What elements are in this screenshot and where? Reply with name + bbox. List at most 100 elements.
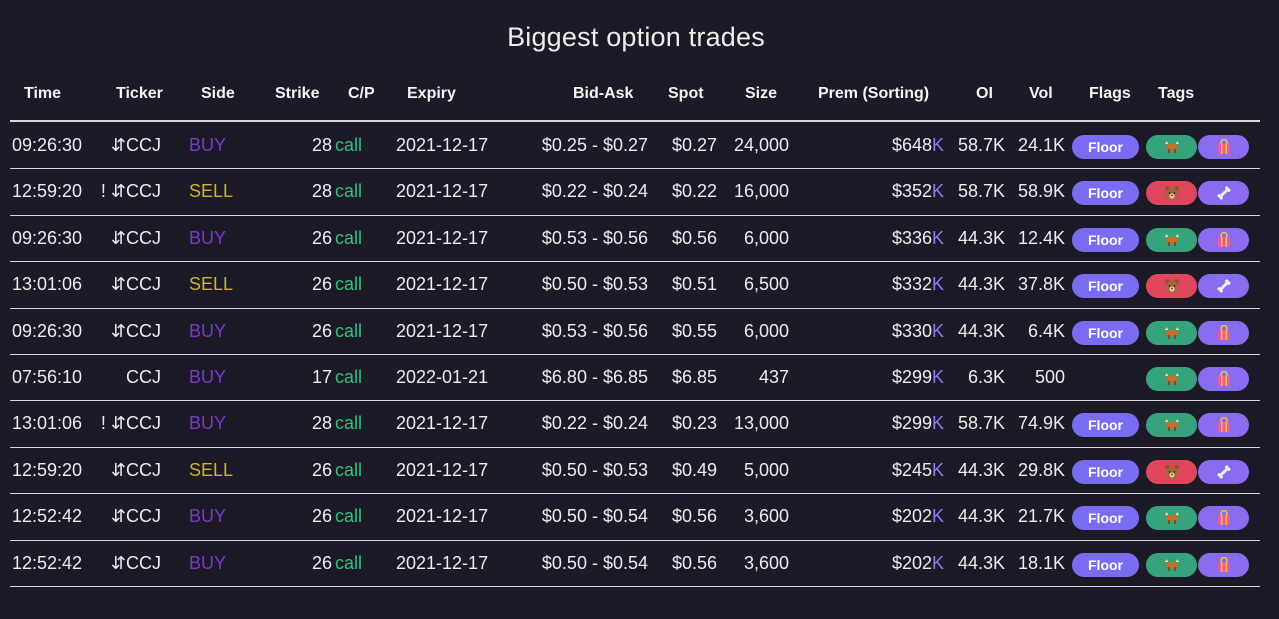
cell-time: 12:59:20 — [12, 460, 83, 480]
bull-icon — [1163, 140, 1181, 154]
column-header-oi[interactable]: OI — [976, 85, 993, 102]
shopping-bag-tag-badge[interactable] — [1198, 228, 1249, 252]
cell-ticker[interactable]: ! ⇵CCJ — [100, 413, 161, 433]
column-header-premium[interactable]: Prem (Sorting) — [818, 85, 930, 102]
cell-time: 09:26:30 — [12, 228, 83, 248]
column-header-side[interactable]: Side — [201, 85, 235, 102]
floor-flag-badge[interactable]: Floor — [1072, 506, 1139, 530]
cell-size: 3,600 — [743, 553, 789, 573]
bearish-tag-badge[interactable] — [1146, 460, 1197, 484]
table-row[interactable]: 12:52:42 ⇵CCJ BUY 26 call 2021-12-17 $0.… — [0, 493, 1279, 539]
cell-strike: 17 — [311, 367, 332, 387]
cell-expiry: 2021-12-17 — [396, 413, 489, 433]
cell-ticker[interactable]: ⇵CCJ — [110, 460, 161, 480]
cell-premium: $299K — [892, 413, 944, 434]
column-header-cp[interactable]: C/P — [348, 85, 375, 102]
column-header-time[interactable]: Time — [24, 85, 62, 102]
floor-flag-badge[interactable]: Floor — [1072, 181, 1139, 205]
column-header-flags[interactable]: Flags — [1089, 85, 1131, 102]
table-row[interactable]: 07:56:10 CCJ BUY 17 call 2022-01-21 $6.8… — [0, 354, 1279, 400]
table-row[interactable]: 12:52:42 ⇵CCJ BUY 26 call 2021-12-17 $0.… — [0, 540, 1279, 586]
bull-icon — [1163, 372, 1181, 386]
table-row[interactable]: 12:59:20 ⇵CCJ SELL 26 call 2021-12-17 $0… — [0, 447, 1279, 493]
premium-unit: K — [931, 413, 944, 433]
cell-premium: $245K — [892, 460, 944, 481]
table-row[interactable]: 09:26:30 ⇵CCJ BUY 26 call 2021-12-17 $0.… — [0, 308, 1279, 354]
shopping-bag-tag-badge[interactable] — [1198, 506, 1249, 530]
bone-tag-badge[interactable] — [1198, 460, 1249, 484]
cell-ticker[interactable]: ⇵CCJ — [110, 506, 161, 526]
shopping-bag-tag-badge[interactable] — [1198, 413, 1249, 437]
cell-open-interest: 44.3K — [957, 506, 1005, 526]
floor-flag-badge[interactable]: Floor — [1072, 321, 1139, 345]
column-header-tags[interactable]: Tags — [1158, 85, 1195, 102]
column-header-size[interactable]: Size — [745, 85, 778, 102]
cell-ticker[interactable]: ⇵CCJ — [110, 228, 161, 248]
cell-call-put: call — [335, 506, 363, 526]
cell-ticker[interactable]: ⇵CCJ — [110, 553, 161, 573]
row-divider — [10, 586, 1260, 587]
bullish-tag-badge[interactable] — [1146, 228, 1197, 252]
premium-value: $299 — [891, 367, 932, 387]
shopping-bag-tag-badge[interactable] — [1198, 553, 1249, 577]
cell-strike: 28 — [311, 181, 332, 201]
column-header-strike[interactable]: Strike — [275, 85, 320, 102]
shopping-bag-tag-badge[interactable] — [1198, 135, 1249, 159]
table-row[interactable]: 09:26:30 ⇵CCJ BUY 26 call 2021-12-17 $0.… — [0, 215, 1279, 261]
column-header-ticker[interactable]: Ticker — [116, 85, 163, 102]
bullish-tag-badge[interactable] — [1146, 135, 1197, 159]
shopping-bag-tag-badge[interactable] — [1198, 321, 1249, 345]
cell-ticker[interactable]: ! ⇵CCJ — [100, 181, 161, 201]
bullish-tag-badge[interactable] — [1146, 413, 1197, 437]
premium-unit: K — [931, 228, 944, 248]
cell-open-interest: 58.7K — [957, 413, 1005, 433]
floor-flag-badge[interactable]: Floor — [1072, 135, 1139, 159]
bearish-tag-badge[interactable] — [1146, 181, 1197, 205]
floor-flag-badge[interactable]: Floor — [1072, 553, 1139, 577]
bullish-tag-badge[interactable] — [1146, 553, 1197, 577]
floor-flag-badge[interactable]: Floor — [1072, 228, 1139, 252]
floor-flag-badge[interactable]: Floor — [1072, 413, 1139, 437]
table-row[interactable]: 13:01:06 ! ⇵CCJ BUY 28 call 2021-12-17 $… — [0, 400, 1279, 446]
bone-tag-badge[interactable] — [1198, 274, 1249, 298]
shopping-bag-tag-badge[interactable] — [1198, 367, 1249, 391]
premium-unit: K — [931, 367, 944, 387]
column-header-bid-ask[interactable]: Bid-Ask — [573, 85, 634, 102]
cell-ticker[interactable]: ⇵CCJ — [110, 274, 161, 294]
bullish-tag-badge[interactable] — [1146, 321, 1197, 345]
cell-spot: $0.51 — [671, 274, 717, 294]
floor-flag-badge[interactable]: Floor — [1072, 460, 1139, 484]
bullish-tag-badge[interactable] — [1146, 367, 1197, 391]
cell-ticker[interactable]: CCJ — [126, 367, 161, 387]
bone-icon — [1216, 185, 1232, 201]
bearish-tag-badge[interactable] — [1146, 274, 1197, 298]
premium-unit: K — [931, 321, 944, 341]
cell-side: BUY — [189, 135, 227, 155]
bullish-tag-badge[interactable] — [1146, 506, 1197, 530]
cell-time: 09:26:30 — [12, 135, 83, 155]
table-row[interactable]: 12:59:20 ! ⇵CCJ SELL 28 call 2021-12-17 … — [0, 168, 1279, 214]
column-header-vol[interactable]: Vol — [1029, 85, 1053, 102]
cell-volume: 500 — [1034, 367, 1065, 387]
row-divider — [10, 261, 1260, 262]
cell-premium: $202K — [892, 553, 944, 574]
cell-strike: 26 — [311, 274, 332, 294]
cell-premium: $299K — [892, 367, 944, 388]
premium-unit: K — [931, 460, 944, 480]
cell-ticker[interactable]: ⇵CCJ — [110, 321, 161, 341]
cell-volume: 6.4K — [1027, 321, 1065, 341]
cell-bid-ask: $0.50 - $0.53 — [541, 274, 648, 294]
column-header-expiry[interactable]: Expiry — [407, 85, 456, 102]
cell-size: 24,000 — [733, 135, 789, 155]
column-header-spot[interactable]: Spot — [668, 85, 704, 102]
shopping-bag-icon — [1217, 417, 1231, 433]
table-row[interactable]: 13:01:06 ⇵CCJ SELL 26 call 2021-12-17 $0… — [0, 261, 1279, 307]
cell-ticker[interactable]: ⇵CCJ — [110, 135, 161, 155]
floor-flag-badge[interactable]: Floor — [1072, 274, 1139, 298]
cell-call-put: call — [335, 553, 363, 573]
bone-tag-badge[interactable] — [1198, 181, 1249, 205]
cell-size: 3,600 — [743, 506, 789, 526]
cell-size: 6,500 — [743, 274, 789, 294]
table-row[interactable]: 09:26:30 ⇵CCJ BUY 28 call 2021-12-17 $0.… — [0, 122, 1279, 168]
cell-time: 12:52:42 — [12, 506, 83, 526]
